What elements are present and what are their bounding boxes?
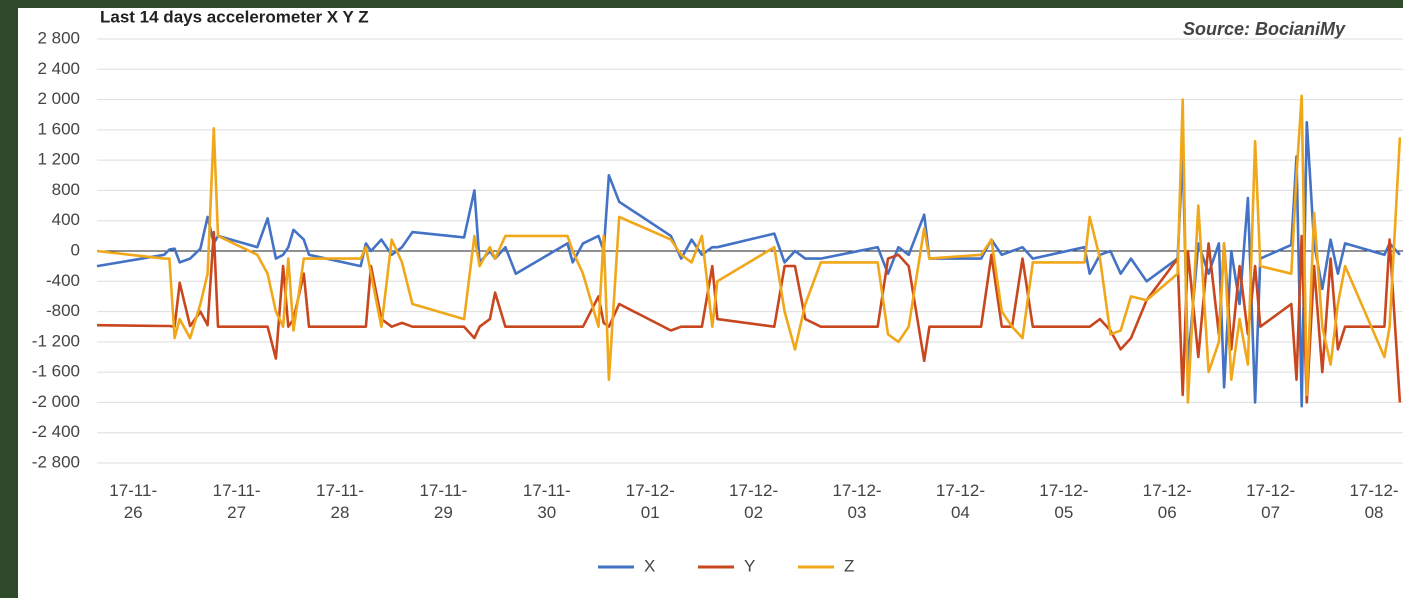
x-tick-label: 17-12- 02: [714, 480, 794, 524]
x-tick-label: 17-12- 06: [1127, 480, 1207, 524]
x-tick-label: 17-11- 26: [93, 480, 173, 524]
x-tick-label: 17-11- 30: [507, 480, 587, 524]
y-tick-label: -1 200: [32, 331, 80, 350]
series-line: [97, 96, 1400, 403]
chart-title: Last 14 days accelerometer X Y Z: [100, 7, 369, 26]
y-tick-label: 1 600: [37, 119, 80, 138]
y-tick-label: 2 000: [37, 89, 80, 108]
y-tick-label: 1 200: [37, 150, 80, 169]
series-line: [97, 122, 1400, 406]
y-tick-label: -400: [46, 271, 80, 290]
x-tick-label: 17-11- 27: [197, 480, 277, 524]
legend-label: Z: [844, 556, 854, 575]
y-tick-label: 400: [52, 210, 80, 229]
x-tick-label: 17-12- 04: [920, 480, 1000, 524]
y-tick-label: -2 400: [32, 422, 80, 441]
y-tick-label: -2 000: [32, 392, 80, 411]
source-note: Source: BocianiMy: [1183, 19, 1346, 39]
x-tick-label: 17-11- 28: [300, 480, 380, 524]
page: Last 14 days accelerometer X Y Z Source:…: [0, 0, 1403, 598]
y-tick-label: 2 400: [37, 59, 80, 78]
legend-label: Y: [744, 556, 755, 575]
x-tick-label: 17-12- 07: [1231, 480, 1311, 524]
y-tick-label: -800: [46, 301, 80, 320]
legend-label: X: [644, 556, 655, 575]
y-tick-label: -2 800: [32, 452, 80, 471]
y-tick-label: 800: [52, 180, 80, 199]
x-tick-label: 17-12- 05: [1024, 480, 1104, 524]
x-tick-label: 17-11- 29: [403, 480, 483, 524]
y-tick-label: 2 800: [37, 28, 80, 47]
x-tick-label: 17-12- 01: [610, 480, 690, 524]
x-tick-label: 17-12- 08: [1334, 480, 1403, 524]
x-tick-label: 17-12- 03: [817, 480, 897, 524]
y-tick-label: 0: [71, 240, 80, 259]
y-tick-label: -1 600: [32, 362, 80, 381]
